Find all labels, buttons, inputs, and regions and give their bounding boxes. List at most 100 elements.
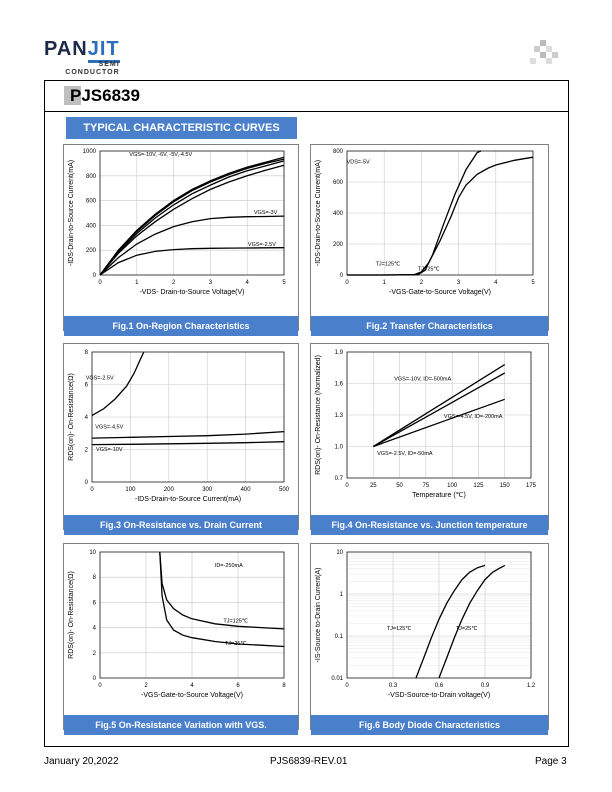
series-line-1 [347,156,534,276]
annotation-label: TJ=25℃ [418,266,440,272]
series-line-1 [415,564,486,679]
x-tick-label: 8 [282,683,286,689]
y-tick-label: 0.01 [331,676,343,682]
logo-sub-semi: SEMI [98,61,120,68]
x-tick-label: 6 [236,683,240,689]
annotation-label: VGS=-2.5V, ID=-50mA [377,451,433,457]
annotation-label: VGS=-3V [254,210,278,216]
annotation-label: VGS=-10V, -6V, -5V,-4.5V [129,152,192,158]
x-axis-label: -VSD-Source-to-Drain voltage(V) [388,692,490,699]
x-tick-label: 125 [473,483,484,489]
y-tick-label: 0 [340,273,344,279]
x-tick-label: 0 [345,483,349,489]
series-line-3 [91,441,285,446]
x-tick-label: 1.2 [527,683,536,689]
x-tick-label: 0 [98,683,102,689]
logo-text-jit: JIT [87,38,120,63]
y-tick-label: 0.1 [335,634,344,640]
x-tick-label: 175 [526,483,537,489]
x-tick-label: 2 [144,683,148,689]
annotation-label: TJ=125℃ [223,619,248,625]
annotation-label: VDS=-5V [347,159,370,165]
fig1-chart: 0 1 2 3 4 5 0 200 400 600 800 1000 -VDS- Drain-to-So… [68,149,286,296]
y-tick-label: 1000 [83,149,97,155]
page-frame [44,80,569,747]
y-tick-label: 8 [85,350,89,356]
y-tick-label: 4 [85,415,89,421]
y-tick-label: 6 [93,600,97,606]
x-tick-label: 5 [282,280,286,286]
x-tick-label: 3 [209,280,213,286]
x-axis-label: -VDS- Drain-to-Source Voltage(V) [139,289,244,296]
annotation-label: VGS=-4.5V [95,424,123,430]
fig3-chart: 0 100 200 300 400 500 0 2 4 6 8 -IDS-Drain-to-Sourc… [68,350,290,503]
annotation-label: VGS=-10V, ID=-500mA [394,376,451,382]
fig5-caption: Fig.5 On-Resistance Variation with VGS. [64,715,298,735]
fig2-chart: 0 1 2 3 4 5 0 200 400 600 800 -VGS-Gate-to-Source V… [315,149,535,296]
footer-revision: PJS6839-REV.01 [270,756,348,767]
annotation-label: VGS=-2.5V [248,242,276,248]
y-tick-label: 200 [86,248,97,254]
y-axis-label: -IDS-Drain-to-Source Current(mA) [68,160,75,266]
x-axis-label: Temperature (℃) [412,492,466,499]
figure-2-panel: 0 1 2 3 4 5 0 200 400 600 800 -VGS-Gate-to-Source V… [310,144,549,336]
section-title: TYPICAL CHARACTERISTIC CURVES [66,117,297,139]
footer-date: January 20,2022 [44,756,119,767]
figure-4-panel: 0 25 50 75 100 125 150 175 0.7 1.0 1.3 1.6 1.9 Temper… [310,343,549,535]
x-tick-label: 2 [420,280,424,286]
y-tick-label: 2 [85,448,89,454]
x-tick-label: 0 [98,280,102,286]
series-line-5 [99,215,285,276]
fig3-caption: Fig.3 On-Resistance vs. Drain Current [64,515,298,535]
x-axis-label: -VGS-Gate-to-Source Voltage(V) [141,692,243,699]
y-tick-label: 4 [93,626,97,632]
panjit-logo: PANJIT SEMI CONDUCTOR [44,38,120,77]
figure-6-panel: 0 0.3 0.6 0.9 1.2 0.01 0.1 1 10 -VSD-Source-to-Dr… [310,543,549,735]
x-tick-label: 0 [345,280,349,286]
fig6-chart: 0 0.3 0.6 0.9 1.2 0.01 0.1 1 10 -VSD-Source-to-Dr… [315,550,536,699]
x-tick-label: 0.3 [389,683,398,689]
y-tick-label: 400 [333,211,344,217]
plot-area [346,351,532,479]
series-line-1 [159,551,285,630]
annotation-label: TJ=25℃ [225,641,247,647]
plot-area [99,551,285,679]
x-tick-label: 75 [423,483,430,489]
y-tick-label: 0 [93,676,97,682]
x-axis-label: -IDS-Drain-to-Source Current(mA) [135,496,241,503]
series-line-2 [438,564,506,679]
part-rest: JS6839 [81,86,140,105]
x-axis-label: -VGS-Gate-to-Source Voltage(V) [389,289,491,296]
fig1-caption: Fig.1 On-Region Characteristics [64,316,298,336]
y-axis-label: RDS(on)- On-Resistance(Ω) [68,373,75,461]
fig5-chart: 0 2 4 6 8 0 2 4 6 8 10 -VGS-Gate-to-Source Voltage(… [68,550,286,699]
x-tick-label: 300 [202,487,213,493]
y-tick-label: 1.6 [335,382,344,388]
x-tick-label: 500 [279,487,290,493]
x-tick-label: 0.6 [435,683,444,689]
series-line-3 [99,160,285,276]
y-tick-label: 1.9 [335,350,344,356]
x-tick-label: 200 [164,487,175,493]
x-tick-label: 4 [246,280,250,286]
annotation-label: VGS=-10V [96,447,123,453]
y-tick-label: 2 [93,651,97,657]
x-tick-label: 50 [396,483,403,489]
x-tick-label: 0.9 [481,683,490,689]
series-line-2 [99,158,285,276]
series-line-2 [372,372,506,448]
x-tick-label: 4 [190,683,194,689]
series-line-1 [91,351,145,416]
y-tick-label: 800 [333,149,344,155]
x-tick-label: 100 [125,487,136,493]
series-line-2 [91,430,285,439]
x-tick-label: 1 [135,280,139,286]
annotation-label: TJ=125℃ [376,262,401,268]
logo-text-pan: PAN [44,38,88,60]
y-tick-label: 600 [333,180,344,186]
series-line-1 [372,364,506,448]
x-tick-label: 0 [90,487,94,493]
annotation-label: TJ=125℃ [387,626,412,632]
y-tick-label: 8 [93,575,97,581]
x-tick-label: 150 [500,483,511,489]
